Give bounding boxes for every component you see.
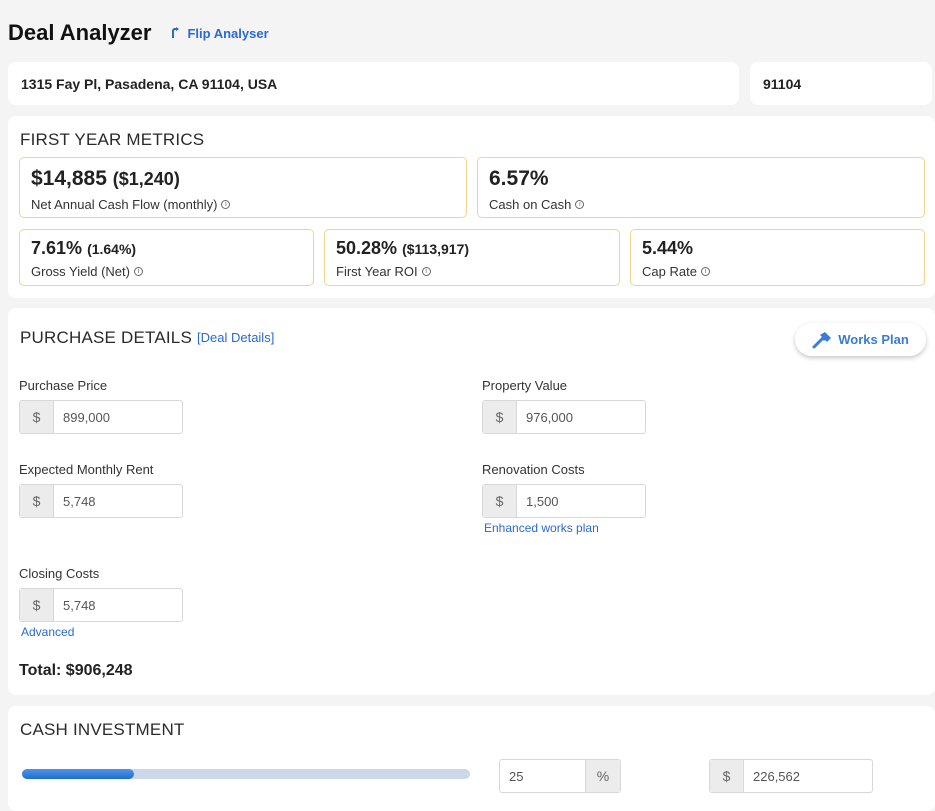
- currency-prefix: $: [710, 760, 744, 792]
- flip-analyser-label: Flip Analyser: [187, 25, 269, 41]
- cap-rate-label: Cap Rate: [642, 264, 697, 279]
- works-plan-label: Works Plan: [838, 332, 909, 347]
- first-year-roi-label: First Year ROI: [336, 264, 418, 279]
- first-year-roi-amount: ($113,917): [402, 241, 470, 257]
- percent-suffix: %: [586, 760, 620, 792]
- flip-analyser-link[interactable]: Flip Analyser: [171, 25, 269, 41]
- purchase-price-label: Purchase Price: [19, 378, 108, 393]
- closing-costs-label: Closing Costs: [19, 566, 100, 581]
- first-year-metrics-card: FIRST YEAR METRICS $14,885 ($1,240) Net …: [8, 116, 935, 298]
- metric-net-cash-flow: $14,885 ($1,240) Net Annual Cash Flow (m…: [19, 157, 467, 218]
- net-cash-flow-label: Net Annual Cash Flow (monthly): [31, 197, 218, 212]
- page-header: Deal Analyzer Flip Analyser: [8, 18, 269, 48]
- info-icon[interactable]: i: [421, 267, 431, 276]
- currency-prefix: $: [20, 485, 54, 517]
- purchase-price-input[interactable]: $ 899,000: [19, 400, 183, 434]
- info-icon[interactable]: i: [221, 200, 231, 209]
- purchase-details-card: PURCHASE DETAILS [Deal Details] Works Pl…: [8, 308, 935, 695]
- purchase-total: Total: $906,248: [19, 662, 133, 679]
- page-title: Deal Analyzer: [8, 20, 152, 45]
- renovation-costs-input[interactable]: $ 1,500: [482, 484, 646, 518]
- property-value-input[interactable]: $ 976,000: [482, 400, 646, 434]
- currency-prefix: $: [483, 401, 517, 433]
- zip-text: 91104: [763, 75, 802, 92]
- currency-prefix: $: [20, 401, 54, 433]
- hammer-icon: [812, 331, 832, 348]
- cash-investment-slider[interactable]: [22, 769, 470, 779]
- info-icon[interactable]: i: [133, 267, 143, 276]
- first-year-roi-value: 50.28%: [336, 238, 398, 258]
- property-value-value: 976,000: [526, 409, 573, 425]
- closing-costs-value: 5,748: [63, 597, 96, 613]
- metric-gross-yield: 7.61% (1.64%) Gross Yield (Net) i: [19, 229, 314, 286]
- info-icon[interactable]: i: [575, 200, 585, 209]
- closing-costs-input[interactable]: $ 5,748: [19, 588, 183, 622]
- section-title-cash: CASH INVESTMENT: [20, 720, 185, 739]
- section-title-metrics: FIRST YEAR METRICS: [20, 130, 205, 149]
- zip-field[interactable]: 91104: [750, 62, 932, 105]
- address-field[interactable]: 1315 Fay Pl, Pasadena, CA 91104, USA: [8, 62, 739, 105]
- gross-yield-label: Gross Yield (Net): [31, 264, 130, 279]
- address-text: 1315 Fay Pl, Pasadena, CA 91104, USA: [21, 75, 278, 92]
- advanced-link[interactable]: Advanced: [21, 625, 75, 639]
- cash-percent-value: 25: [500, 760, 586, 792]
- renovation-costs-value: 1,500: [526, 493, 559, 509]
- expected-rent-label: Expected Monthly Rent: [19, 462, 154, 477]
- cash-amount-value: 226,562: [753, 768, 800, 784]
- currency-prefix: $: [20, 589, 54, 621]
- metric-cap-rate: 5.44% Cap Rate i: [630, 229, 925, 286]
- cash-amount-input[interactable]: $ 226,562: [709, 759, 873, 793]
- arrow-up-turn-icon: [172, 27, 180, 38]
- metric-cash-on-cash: 6.57% Cash on Cash i: [477, 157, 925, 218]
- gross-yield-net: (1.64%): [87, 241, 137, 257]
- net-cash-flow-monthly: ($1,240): [112, 169, 180, 189]
- net-cash-flow-value: $14,885: [31, 167, 107, 190]
- info-icon[interactable]: i: [700, 267, 710, 276]
- section-title-purchase: PURCHASE DETAILS: [20, 328, 192, 347]
- slider-fill: [22, 769, 134, 779]
- enhanced-works-plan-link[interactable]: Enhanced works plan: [484, 521, 599, 535]
- expected-rent-input[interactable]: $ 5,748: [19, 484, 183, 518]
- renovation-costs-label: Renovation Costs: [482, 462, 585, 477]
- works-plan-button[interactable]: Works Plan: [795, 323, 926, 356]
- cash-percent-input[interactable]: 25 %: [499, 759, 621, 793]
- cash-on-cash-value: 6.57%: [489, 167, 549, 190]
- purchase-price-value: 899,000: [63, 409, 110, 425]
- deal-details-link[interactable]: [Deal Details]: [197, 330, 275, 345]
- property-value-label: Property Value: [482, 378, 568, 393]
- expected-rent-value: 5,748: [63, 493, 96, 509]
- cash-on-cash-label: Cash on Cash: [489, 197, 572, 212]
- gross-yield-value: 7.61%: [31, 238, 83, 258]
- currency-prefix: $: [483, 485, 517, 517]
- cash-investment-card: CASH INVESTMENT 25 % $ 226,562: [8, 706, 935, 811]
- cap-rate-value: 5.44%: [642, 238, 694, 258]
- metric-first-year-roi: 50.28% ($113,917) First Year ROI i: [324, 229, 620, 286]
